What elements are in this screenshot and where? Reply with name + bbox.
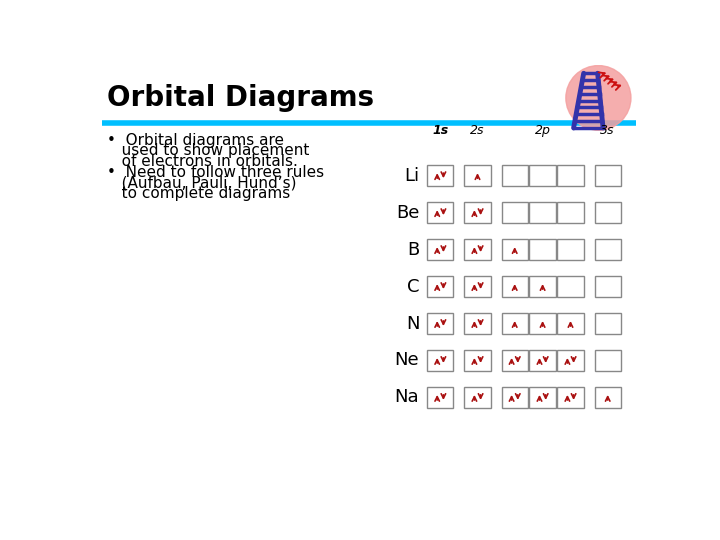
- Bar: [595, 239, 621, 260]
- Text: •  Need to follow three rules: • Need to follow three rules: [107, 165, 324, 180]
- Text: (Aufbau, Pauli, Hund’s): (Aufbau, Pauli, Hund’s): [107, 176, 297, 191]
- Bar: [464, 387, 490, 408]
- Text: Li: Li: [404, 167, 419, 185]
- Bar: [427, 387, 454, 408]
- Bar: [427, 313, 454, 334]
- Bar: [557, 239, 584, 260]
- Text: 1s: 1s: [432, 124, 449, 137]
- Bar: [529, 276, 556, 298]
- Text: C: C: [407, 278, 419, 295]
- Bar: [529, 387, 556, 408]
- Bar: [557, 276, 584, 298]
- Bar: [529, 313, 556, 334]
- Bar: [595, 202, 621, 224]
- Bar: [502, 239, 528, 260]
- Text: B: B: [407, 241, 419, 259]
- Text: Na: Na: [395, 388, 419, 407]
- Circle shape: [566, 65, 631, 130]
- Bar: [595, 350, 621, 372]
- Bar: [427, 165, 454, 186]
- Bar: [557, 165, 584, 186]
- Bar: [464, 239, 490, 260]
- Bar: [427, 202, 454, 224]
- Bar: [529, 202, 556, 224]
- Bar: [502, 276, 528, 298]
- Text: of electrons in orbitals.: of electrons in orbitals.: [107, 154, 298, 169]
- Text: Ne: Ne: [395, 352, 419, 369]
- Text: Orbital Diagrams: Orbital Diagrams: [107, 84, 374, 112]
- Bar: [464, 350, 490, 372]
- Bar: [595, 165, 621, 186]
- Text: 2p: 2p: [535, 124, 551, 137]
- Text: N: N: [406, 314, 419, 333]
- Bar: [427, 350, 454, 372]
- Bar: [502, 202, 528, 224]
- Bar: [502, 350, 528, 372]
- Text: 3s: 3s: [600, 124, 615, 137]
- Bar: [464, 313, 490, 334]
- Bar: [502, 313, 528, 334]
- Bar: [529, 350, 556, 372]
- Bar: [427, 276, 454, 298]
- Text: Be: Be: [396, 204, 419, 221]
- Bar: [557, 202, 584, 224]
- Bar: [464, 202, 490, 224]
- Bar: [502, 165, 528, 186]
- Text: used to show placement: used to show placement: [107, 143, 310, 158]
- Text: to complete diagrams: to complete diagrams: [107, 186, 290, 201]
- Bar: [464, 165, 490, 186]
- Bar: [529, 239, 556, 260]
- Bar: [595, 276, 621, 298]
- Bar: [502, 387, 528, 408]
- Bar: [427, 239, 454, 260]
- Bar: [595, 313, 621, 334]
- Bar: [557, 387, 584, 408]
- Bar: [557, 350, 584, 372]
- Bar: [464, 276, 490, 298]
- Bar: [595, 387, 621, 408]
- Text: •  Orbital diagrams are: • Orbital diagrams are: [107, 132, 284, 147]
- Text: 2s: 2s: [470, 124, 485, 137]
- Bar: [557, 313, 584, 334]
- Bar: [529, 165, 556, 186]
